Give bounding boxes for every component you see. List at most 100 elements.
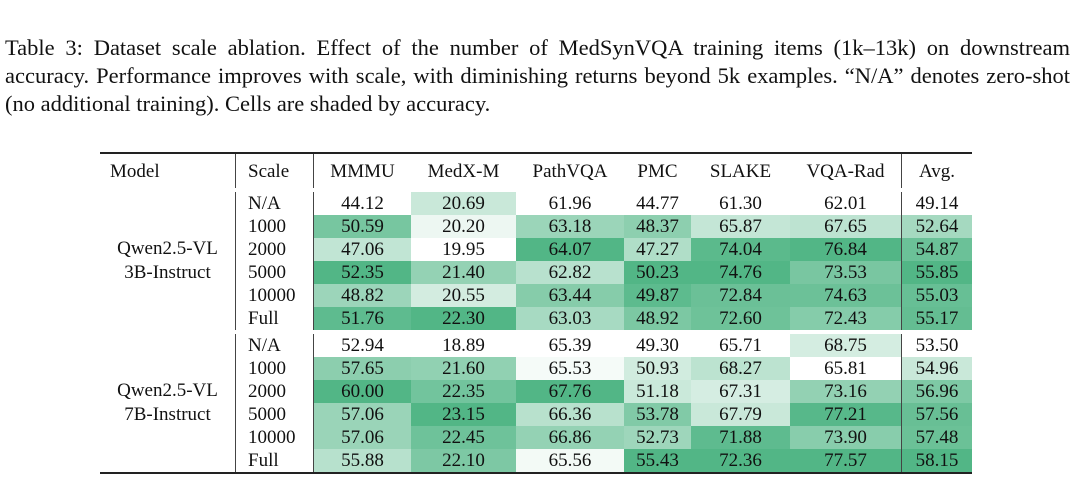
value-cell: 72.60 [691, 307, 790, 332]
value-cell: 52.64 [901, 215, 972, 238]
value-cell: 65.39 [516, 330, 624, 357]
value-cell: 47.06 [313, 238, 411, 261]
value-cell: 77.57 [790, 449, 902, 473]
value-cell: 54.96 [901, 357, 972, 380]
value-cell: 65.71 [691, 330, 790, 357]
value-cell: 22.10 [411, 449, 516, 473]
scale-cell: 2000 [235, 238, 314, 261]
model-name: Qwen2.5-VL 3B-Instruct [100, 188, 236, 332]
scale-cell: Full [235, 307, 314, 332]
value-cell: 62.82 [516, 261, 624, 284]
scale-cell: Full [235, 449, 314, 473]
value-cell: 67.65 [790, 215, 902, 238]
scale-cell: 1000 [235, 215, 314, 238]
value-cell: 67.31 [691, 380, 790, 403]
model-name-line1: Qwen2.5-VL [117, 238, 218, 259]
value-cell: 56.96 [901, 380, 972, 403]
value-cell: 49.87 [624, 284, 691, 307]
value-cell: 20.69 [411, 188, 516, 215]
value-cell: 48.92 [624, 307, 691, 332]
header-row: Model Scale MMMU MedX-M PathVQA PMC SLAK… [100, 153, 972, 190]
value-cell: 74.04 [691, 238, 790, 261]
table-row: 10000 48.82 20.55 63.44 49.87 72.84 74.63 55.03 [100, 284, 972, 307]
value-cell: 65.56 [516, 449, 624, 473]
value-cell: 49.30 [624, 330, 691, 357]
value-cell: 67.79 [691, 403, 790, 426]
value-cell: 58.15 [901, 449, 972, 473]
header-pathvqa: PathVQA [532, 160, 608, 182]
value-cell: 53.78 [624, 403, 691, 426]
value-cell: 20.55 [411, 284, 516, 307]
value-cell: 71.88 [691, 426, 790, 449]
value-cell: 53.50 [901, 330, 972, 357]
value-cell: 49.14 [901, 188, 972, 215]
value-cell: 21.40 [411, 261, 516, 284]
value-cell: 55.43 [624, 449, 691, 473]
value-cell: 50.23 [624, 261, 691, 284]
value-cell: 74.63 [790, 284, 902, 307]
value-cell: 63.44 [516, 284, 624, 307]
value-cell: 55.03 [901, 284, 972, 307]
value-cell: 63.18 [516, 215, 624, 238]
value-cell: 72.84 [691, 284, 790, 307]
table-row: 2000 47.06 19.95 64.07 47.27 74.04 76.84 54.87 [100, 238, 972, 261]
value-cell: 51.76 [313, 307, 411, 332]
scale-cell: N/A [235, 330, 314, 357]
model-name-line2: 7B-Instruct [124, 404, 211, 425]
value-cell: 73.53 [790, 261, 902, 284]
value-cell: 57.06 [313, 403, 411, 426]
value-cell: 54.87 [901, 238, 972, 261]
value-cell: 74.76 [691, 261, 790, 284]
value-cell: 73.90 [790, 426, 902, 449]
table-row: 1000 50.59 20.20 63.18 48.37 65.87 67.65 52.64 [100, 215, 972, 238]
value-cell: 48.82 [313, 284, 411, 307]
value-cell: 22.35 [411, 380, 516, 403]
value-cell: 61.30 [691, 188, 790, 215]
value-cell: 51.18 [624, 380, 691, 403]
value-cell: 50.93 [624, 357, 691, 380]
header-vqa-rad: VQA-Rad [790, 153, 902, 190]
table-row: Full 51.76 22.30 63.03 48.92 72.60 72.43 55.17 [100, 307, 972, 332]
scale-cell: 2000 [235, 380, 314, 403]
value-cell: 73.16 [790, 380, 902, 403]
header-pmc: PMC [637, 160, 678, 182]
value-cell: 61.96 [516, 188, 624, 215]
value-cell: 22.30 [411, 307, 516, 332]
value-cell: 65.81 [790, 357, 902, 380]
value-cell: 66.86 [516, 426, 624, 449]
scale-cell: 5000 [235, 261, 314, 284]
value-cell: 76.84 [790, 238, 902, 261]
value-cell: 65.87 [691, 215, 790, 238]
value-cell: 57.06 [313, 426, 411, 449]
value-cell: 21.60 [411, 357, 516, 380]
value-cell: 60.00 [313, 380, 411, 403]
value-cell: 44.12 [313, 188, 411, 215]
value-cell: 62.01 [790, 188, 902, 215]
value-cell: 66.36 [516, 403, 624, 426]
value-cell: 72.43 [790, 307, 902, 332]
value-cell: 55.85 [901, 261, 972, 284]
value-cell: 52.35 [313, 261, 411, 284]
table-row: Qwen2.5-VL 3B-Instruct N/A 44.12 20.69 61.96 4… [100, 188, 972, 332]
model-name-line1: Qwen2.5-VL [117, 380, 218, 401]
table-row: Qwen2.5-VL 7B-Instruct N/A 52.94 18.89 65.39 4… [100, 330, 972, 473]
value-cell: 19.95 [411, 238, 516, 261]
value-cell: 47.27 [624, 238, 691, 261]
value-cell: 52.73 [624, 426, 691, 449]
table-row: 2000 60.00 22.35 67.76 51.18 67.31 73.16 56.96 [100, 380, 972, 403]
header-model: Model [100, 153, 236, 190]
scale-cell: 10000 [235, 284, 314, 307]
group-7b: Qwen2.5-VL 7B-Instruct N/A 52.94 18.89 65.39 4… [100, 330, 972, 473]
table-caption: Table 3: Dataset scale ablation. Effect … [5, 35, 1070, 116]
value-cell: 68.75 [790, 330, 902, 357]
header-medx-m: MedX-M [427, 160, 500, 182]
value-cell: 77.21 [790, 403, 902, 426]
model-name-line2: 3B-Instruct [124, 262, 211, 283]
scale-cell: 5000 [235, 403, 314, 426]
value-cell: 57.56 [901, 403, 972, 426]
value-cell: 57.65 [313, 357, 411, 380]
value-cell: 65.53 [516, 357, 624, 380]
value-cell: 72.36 [691, 449, 790, 473]
value-cell: 50.59 [313, 215, 411, 238]
table-row: 5000 52.35 21.40 62.82 50.23 74.76 73.53 55.85 [100, 261, 972, 284]
